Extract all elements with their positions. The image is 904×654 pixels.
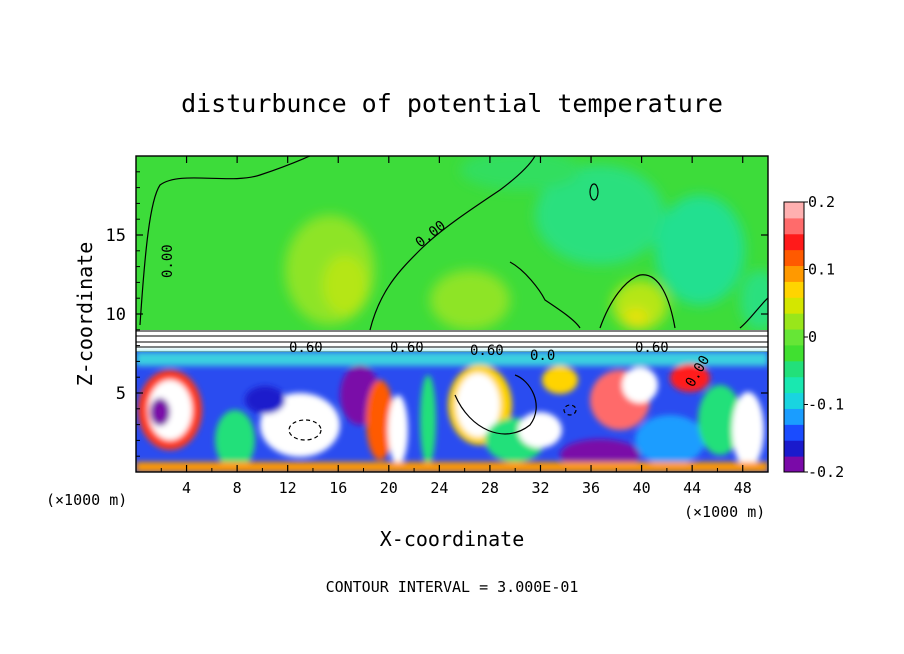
y-tick-label: 10 bbox=[106, 305, 126, 325]
colorbar-segment bbox=[784, 281, 804, 298]
colorbar-segment bbox=[784, 440, 804, 457]
colorbar-labels: 0.2 0.1 0 -0.1 -0.2 bbox=[804, 193, 844, 481]
y-tick-label: 5 bbox=[116, 384, 126, 404]
colorbar-tick-label: 0 bbox=[808, 328, 817, 346]
colorbar-segment bbox=[784, 456, 804, 473]
colorbar-segment bbox=[784, 297, 804, 314]
lower-field-structures bbox=[136, 352, 768, 472]
contour-label: 0.60 bbox=[390, 340, 424, 356]
x-tick-label: 48 bbox=[734, 479, 752, 497]
x-tick-label: 44 bbox=[683, 479, 701, 497]
colorbar-segment bbox=[784, 217, 804, 235]
contour-label: 0.60 bbox=[635, 340, 669, 356]
colorbar-segment bbox=[784, 344, 804, 362]
colorbar-segment bbox=[784, 249, 804, 267]
contour-label: 0.60 bbox=[289, 340, 323, 356]
colorbar-tick-label: -0.1 bbox=[808, 396, 844, 414]
contour-label: 0.60 bbox=[470, 343, 504, 359]
x-unit-left: (×1000 m) bbox=[46, 491, 127, 509]
colorbar-segment bbox=[784, 392, 804, 409]
x-axis-label: X-coordinate bbox=[380, 527, 525, 551]
colorbar-tick-label: 0.2 bbox=[808, 193, 835, 211]
contour-label: 0.00 bbox=[160, 244, 176, 278]
x-tick-label: 8 bbox=[233, 479, 242, 497]
colorbar-segment bbox=[784, 265, 804, 282]
heatmap-field bbox=[136, 156, 768, 472]
contour-interval-note: CONTOUR INTERVAL = 3.000E-01 bbox=[326, 578, 579, 596]
colorbar-tick-label: 0.1 bbox=[808, 261, 835, 279]
x-tick-label: 12 bbox=[279, 479, 297, 497]
x-tick-label: 24 bbox=[430, 479, 448, 497]
x-tick-label: 4 bbox=[182, 479, 191, 497]
colorbar-segment bbox=[784, 408, 804, 425]
colorbar-segment bbox=[784, 313, 804, 330]
colorbar-segment bbox=[784, 233, 804, 251]
colorbar-segment bbox=[784, 376, 804, 394]
interface-band bbox=[136, 330, 768, 352]
x-tick-label: 20 bbox=[380, 479, 398, 497]
x-tick-label: 32 bbox=[531, 479, 549, 497]
chart-title: disturbunce of potential temperature bbox=[181, 89, 723, 118]
y-axis-label: Z-coordinate bbox=[73, 242, 97, 387]
colorbar-segment bbox=[784, 424, 804, 441]
x-unit-right: (×1000 m) bbox=[684, 503, 765, 521]
colorbar-segment bbox=[784, 202, 804, 219]
contour-lines bbox=[139, 156, 768, 441]
colorbar-segment bbox=[784, 360, 804, 378]
colorbar bbox=[784, 202, 804, 473]
contour-label: 0.0 bbox=[530, 348, 555, 364]
colorbar-tick-label: -0.2 bbox=[808, 463, 844, 481]
x-tick-label: 40 bbox=[633, 479, 651, 497]
x-tick-label: 16 bbox=[329, 479, 347, 497]
colorbar-segment bbox=[784, 329, 804, 346]
x-tick-label: 36 bbox=[582, 479, 600, 497]
y-tick-label: 15 bbox=[106, 226, 126, 246]
x-tick-label: 28 bbox=[481, 479, 499, 497]
